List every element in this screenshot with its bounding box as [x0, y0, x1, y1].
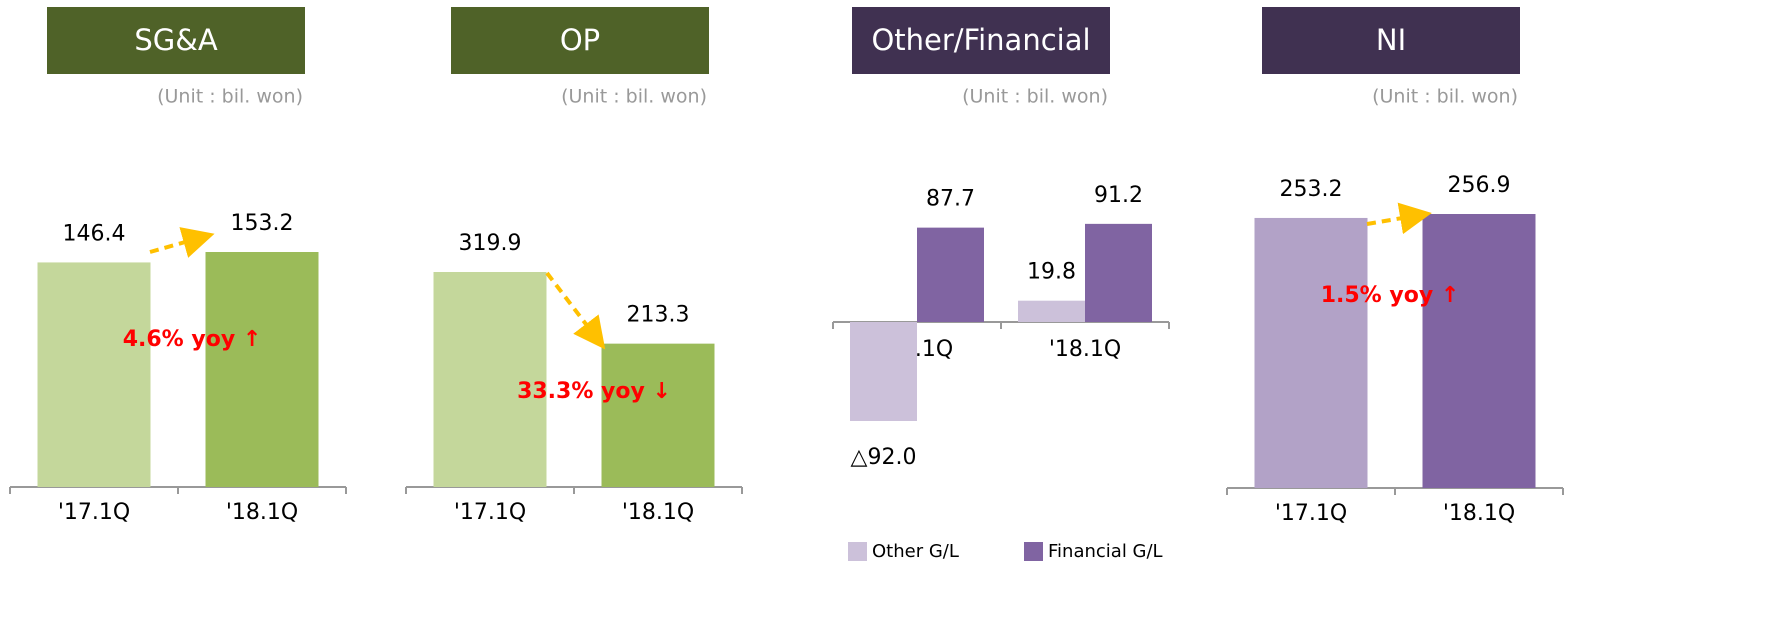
unit-label: (Unit : bil. won)	[962, 86, 1108, 108]
yoy-annotation: 1.5% yoy ↑	[1321, 283, 1460, 308]
x-tick-label: '18.1Q	[1049, 337, 1121, 362]
bar	[1422, 214, 1536, 488]
x-tick-label: '18.1Q	[226, 500, 298, 525]
bar	[1018, 300, 1085, 322]
value-label: 146.4	[63, 221, 126, 246]
chart-title: Other/Financial	[871, 23, 1090, 57]
bar	[601, 343, 715, 487]
legend-label: Financial G/L	[1048, 541, 1163, 562]
bar	[37, 262, 151, 487]
legend-swatch	[1024, 542, 1043, 561]
header-box	[47, 7, 305, 74]
yoy-annotation: 4.6% yoy ↑	[123, 327, 262, 352]
chart-title: OP	[560, 23, 600, 57]
chart-title: NI	[1376, 23, 1406, 57]
header-box	[451, 7, 709, 74]
value-label: △92.0	[851, 445, 917, 470]
value-label: 253.2	[1280, 177, 1343, 202]
trend-arrow	[149, 227, 215, 258]
header-box	[1262, 7, 1520, 74]
bar	[1254, 217, 1368, 488]
bar	[850, 322, 917, 421]
value-label: 87.7	[926, 187, 975, 212]
value-label: 213.3	[627, 303, 690, 328]
bar	[433, 272, 547, 487]
x-tick-label: '17.1Q	[1275, 501, 1347, 526]
unit-label: (Unit : bil. won)	[561, 86, 707, 108]
value-label: 153.2	[231, 211, 294, 236]
legend-label: Other G/L	[872, 541, 959, 562]
value-label: 319.9	[459, 231, 522, 256]
x-tick-label: '18.1Q	[1443, 501, 1515, 526]
trend-arrow	[545, 271, 606, 350]
bar	[205, 252, 319, 487]
header-box	[852, 7, 1110, 74]
chart-title: SG&A	[134, 23, 217, 57]
yoy-annotation: 33.3% yoy ↓	[517, 379, 671, 404]
value-label: 91.2	[1094, 183, 1143, 208]
unit-label: (Unit : bil. won)	[157, 86, 303, 108]
trend-arrow	[1366, 202, 1432, 235]
x-tick-label: '17.1Q	[58, 500, 130, 525]
x-tick-label: '18.1Q	[622, 500, 694, 525]
bar	[1085, 223, 1152, 322]
value-label: 256.9	[1448, 173, 1511, 198]
unit-label: (Unit : bil. won)	[1372, 86, 1518, 108]
x-tick-label: '17.1Q	[454, 500, 526, 525]
bar	[917, 227, 984, 322]
legend-swatch	[848, 542, 867, 561]
value-label: 19.8	[1027, 260, 1076, 285]
